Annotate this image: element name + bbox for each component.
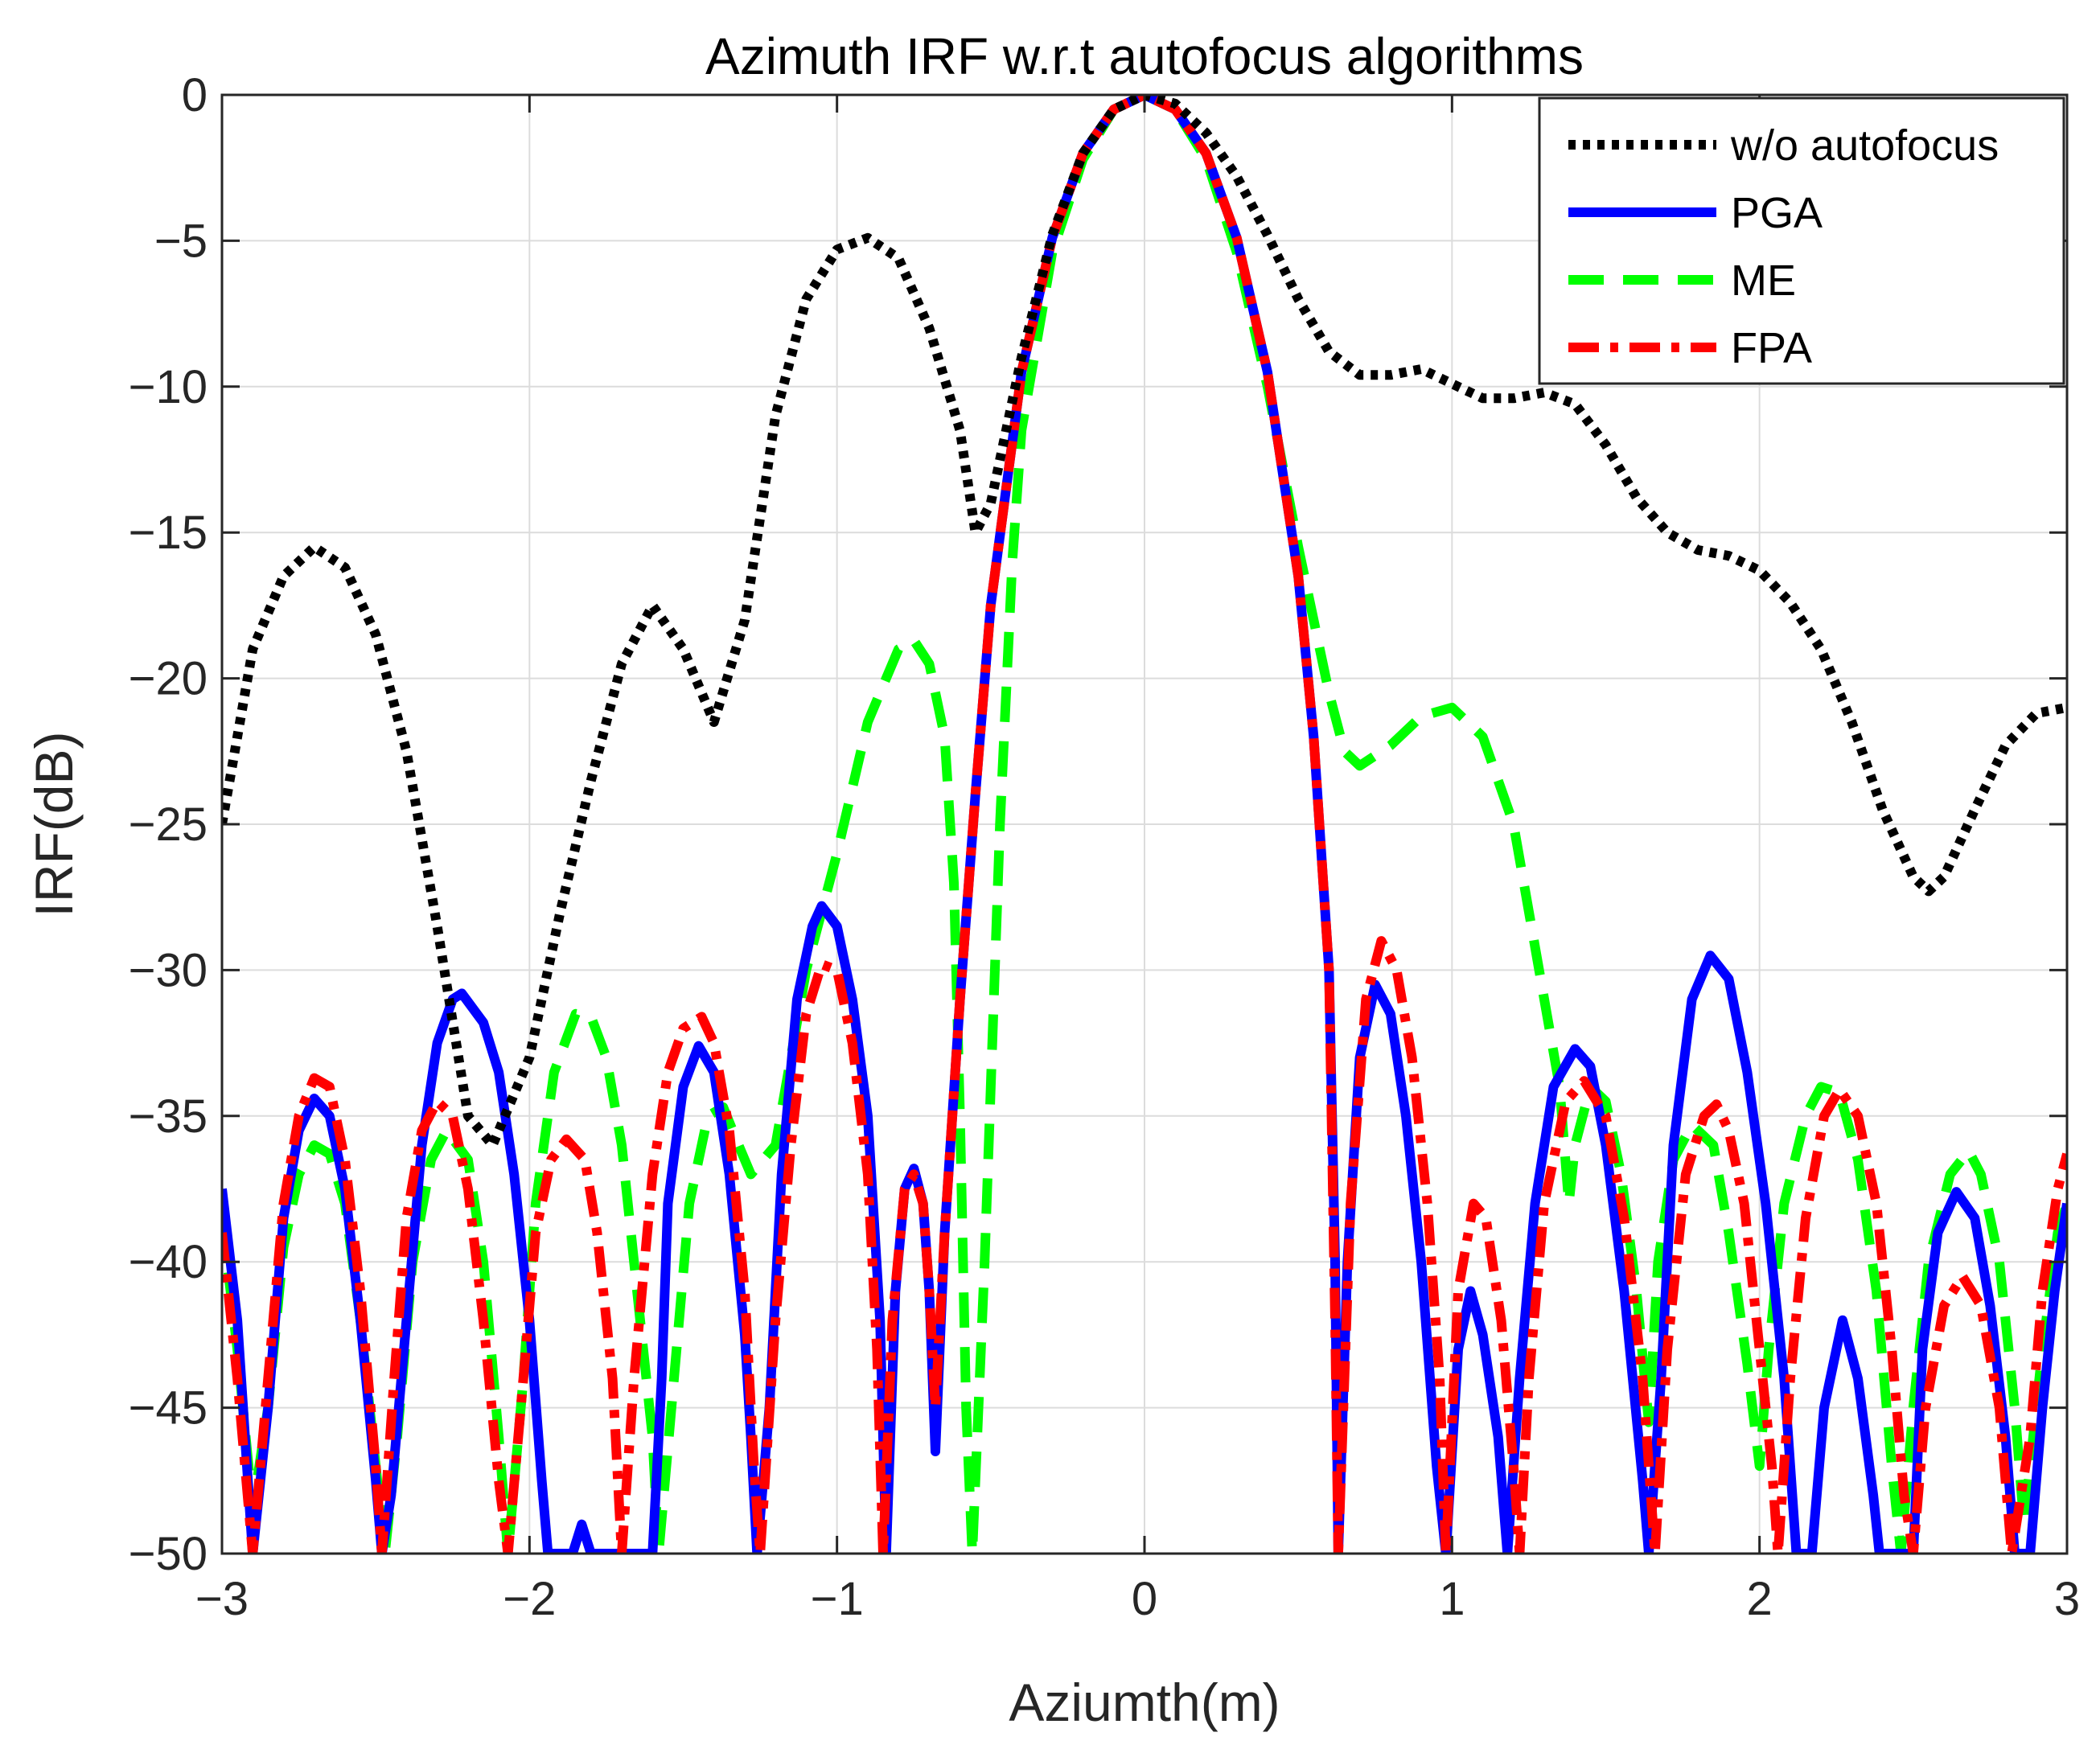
series-line-fpa (222, 95, 2067, 1554)
y-tick-label: −20 (129, 653, 208, 705)
chart-title: Azimuth IRF w.r.t autofocus algorithms (705, 27, 1584, 85)
y-axis-ticks: 0 −5 −10 −15 −20 −25 −30 −35 −40 −45 −50 (129, 69, 2067, 1580)
legend-label: PGA (1731, 189, 1823, 237)
y-axis-label: IRF(dB) (24, 732, 84, 918)
y-tick-label: −30 (129, 944, 208, 996)
x-tick-label: −1 (811, 1573, 864, 1625)
x-tick-label: −3 (195, 1573, 249, 1625)
legend-label: ME (1731, 257, 1796, 305)
y-tick-label: −50 (129, 1528, 208, 1580)
y-tick-label: −5 (154, 215, 208, 267)
x-axis-ticks: −3 −2 −1 0 1 2 3 (195, 95, 2080, 1625)
y-tick-label: −25 (129, 798, 208, 851)
y-tick-label: 0 (182, 69, 208, 121)
legend: w/o autofocus PGA ME FPA (1538, 96, 2065, 385)
x-tick-label: 2 (1747, 1573, 1773, 1625)
legend-label: w/o autofocus (1730, 121, 1999, 170)
x-tick-label: 1 (1439, 1573, 1465, 1625)
x-axis-label: Aziumth(m) (1009, 1673, 1280, 1732)
y-tick-label: −10 (129, 361, 208, 413)
y-tick-label: −40 (129, 1236, 208, 1288)
y-tick-label: −45 (129, 1382, 208, 1435)
y-tick-label: −15 (129, 507, 208, 559)
y-tick-label: −35 (129, 1090, 208, 1143)
x-tick-label: −2 (503, 1573, 556, 1625)
legend-label: FPA (1731, 324, 1812, 372)
x-tick-label: 3 (2054, 1573, 2080, 1625)
x-tick-label: 0 (1132, 1573, 1157, 1625)
series-lines (222, 95, 2067, 1554)
